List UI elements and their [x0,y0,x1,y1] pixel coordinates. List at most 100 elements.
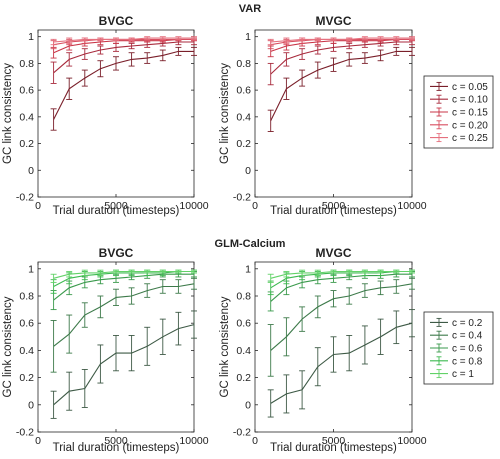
series-line [270,270,412,289]
panel-title: MVGC [316,246,352,260]
x-tick-label: 5000 [104,435,128,447]
series-line [270,37,412,43]
series-line [53,37,194,43]
y-tick-label: 0.8 [19,58,34,70]
y-tick-label: 0 [245,165,251,177]
plot-frame [37,29,195,198]
y-tick-label: 0.6 [236,85,251,97]
y-tick-label: 0 [245,399,251,411]
panel-title: BVGC [99,246,134,260]
series-line [270,283,413,351]
chart-legends: c = 0.05 c = 0.10 c = 0.15c = 0.20 c = 0.25… [423,75,494,385]
x-tick-label: 5000 [104,200,128,212]
y-tick-label: 0.2 [19,372,34,384]
y-tick-label: 0.8 [236,291,251,303]
x-tick-label: 0 [252,435,258,447]
y-tick-label: 0.4 [19,345,34,357]
y-axis-label: GC link consistency [2,63,14,164]
x-axis-label: Trial duration (timesteps) [270,205,397,217]
y-tick-label: -0.2 [233,427,251,439]
y-tick-label: 1 [245,31,251,43]
y-tick-label: -0.2 [16,192,34,204]
y-tick-label: 0.8 [19,291,34,303]
y-tick-label: -0.2 [16,427,34,439]
y-tick-label: 0.8 [236,58,251,70]
series-c0_2 [267,309,415,418]
series-c0_05 [267,46,415,132]
x-axis-label: Trial duration (timesteps) [53,442,180,454]
legend-label: c = 0.05 [452,82,488,93]
series-c0_05 [50,46,197,131]
x-tick-label: 0 [35,200,41,212]
series-line [270,50,412,122]
series-line [53,50,194,120]
series-c0_25 [267,36,415,46]
series-line [53,283,195,347]
y-tick-label: 0.2 [236,138,251,150]
section-title-var: VAR [239,3,261,15]
x-axis-label: Trial duration (timesteps) [270,442,397,454]
series-line [270,273,412,302]
x-tick-label: 10000 [179,435,208,447]
y-tick-label: 0.2 [19,138,34,150]
series-line [270,270,412,279]
y-axis-label: GC link consistency [2,296,14,397]
legend-label: c = 0.6 [452,344,483,355]
series-c0_4 [267,277,415,377]
x-axis-label: Trial duration (timesteps) [53,205,180,217]
legend-label: c = 0.25 [452,133,488,144]
series-line [53,273,194,301]
series-line [53,270,194,279]
x-tick-label: 10000 [397,200,426,212]
series-c0_2 [50,310,197,419]
series-line [53,38,194,54]
series-c0_10 [267,38,415,86]
y-tick-label: 0.6 [19,85,34,97]
y-tick-label: 1 [245,263,251,275]
x-tick-label: 5000 [322,435,346,447]
y-tick-label: 0.4 [236,111,251,123]
x-tick-label: 10000 [397,435,426,447]
x-tick-label: 0 [252,200,258,212]
y-axis-label: GC link consistency [219,296,231,397]
legend-label: c = 0.8 [452,356,483,367]
x-tick-label: 5000 [322,200,346,212]
y-tick-label: 0 [28,165,34,177]
series-c1 [50,269,197,283]
series-line [270,38,412,52]
legend-label: c = 1 [452,369,474,380]
legend-label: c = 0.10 [452,95,488,106]
y-tick-label: 0.6 [236,318,251,330]
y-tick-label: 0.4 [19,111,34,123]
series-line [270,41,412,75]
legend-label: c = 0.15 [452,108,488,119]
legend-label: c = 0.2 [452,318,483,329]
y-tick-label: -0.2 [233,192,251,204]
section-title-glm: GLM-Calcium [215,238,286,250]
y-tick-label: 1 [28,263,34,275]
x-tick-label: 0 [35,435,41,447]
series-c0_25 [50,36,197,46]
legend-label: c = 0.20 [452,120,488,131]
panel-title: BVGC [99,14,134,28]
y-tick-label: 0 [28,399,34,411]
y-tick-label: 0.2 [236,372,251,384]
x-tick-label: 10000 [179,200,208,212]
y-tick-label: 0.6 [19,318,34,330]
series-line [53,41,194,74]
y-tick-label: 0.4 [236,345,251,357]
series-c0_4 [50,277,197,373]
series-c1 [267,269,415,283]
legend-var: c = 0.05 c = 0.10 c = 0.15c = 0.20 c = 0.25 [423,75,494,149]
panel-title: MVGC [316,14,352,28]
series-line [53,270,194,287]
legend-glm: c = 0.2 c = 0.4 c = 0.6c = 0.8 c = 1 [423,311,494,385]
series-line [270,322,413,404]
y-tick-label: 1 [28,31,34,43]
series-line [53,324,195,406]
